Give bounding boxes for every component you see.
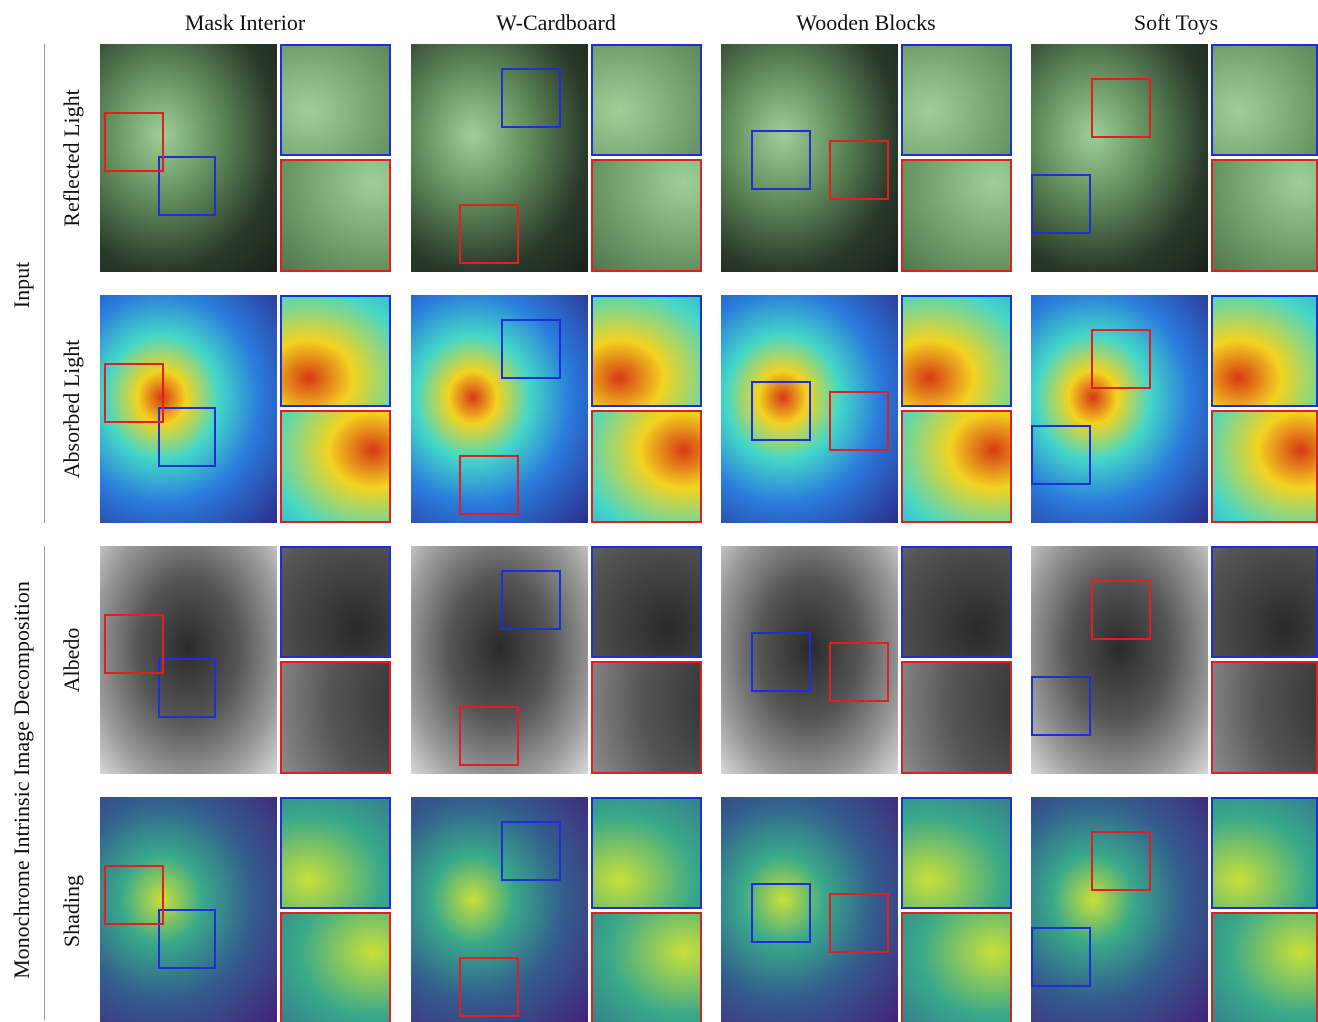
- zoom-inset: [591, 410, 702, 523]
- zoom-inset: [591, 661, 702, 774]
- zoom-box: [1091, 580, 1151, 640]
- zoom-box: [501, 68, 561, 128]
- row-label: Absorbed Light: [59, 339, 84, 479]
- zoom-inset: [280, 797, 391, 909]
- zoom-box: [1091, 831, 1151, 891]
- zoom-inset: [280, 295, 391, 407]
- zoom-inset: [591, 912, 702, 1022]
- zoom-inset: [1211, 44, 1318, 156]
- image: [721, 546, 898, 774]
- zoom-inset: [901, 912, 1012, 1022]
- zoom-box: [1091, 329, 1151, 389]
- group-label: Input: [9, 261, 34, 309]
- zoom-box: [158, 407, 216, 467]
- image: [100, 546, 277, 774]
- zoom-box: [501, 821, 561, 881]
- zoom-box: [829, 893, 889, 953]
- image: [411, 546, 588, 774]
- zoom-box: [751, 130, 811, 190]
- zoom-box: [751, 632, 811, 692]
- zoom-inset: [280, 159, 391, 272]
- column-header: Wooden Blocks: [796, 10, 936, 35]
- image: [100, 797, 277, 1022]
- zoom-box: [751, 883, 811, 943]
- zoom-inset: [591, 295, 702, 407]
- zoom-box: [1031, 425, 1091, 485]
- zoom-box: [1031, 174, 1091, 234]
- image: [1031, 797, 1208, 1022]
- column-header: Soft Toys: [1133, 10, 1219, 35]
- zoom-box: [158, 156, 216, 216]
- zoom-box: [459, 204, 519, 264]
- zoom-inset: [1211, 546, 1318, 658]
- zoom-inset: [1211, 912, 1318, 1022]
- row-label: Albedo: [59, 627, 84, 693]
- zoom-inset: [280, 912, 391, 1022]
- zoom-inset: [280, 44, 391, 156]
- zoom-box: [829, 391, 889, 451]
- image: [721, 295, 898, 523]
- zoom-inset: [1211, 159, 1318, 272]
- zoom-inset: [1211, 797, 1318, 909]
- zoom-inset: [901, 661, 1012, 774]
- image: [411, 44, 588, 272]
- image: [100, 295, 277, 523]
- zoom-box: [751, 381, 811, 441]
- zoom-box: [104, 865, 164, 925]
- image: [1031, 295, 1208, 523]
- zoom-inset: [591, 44, 702, 156]
- zoom-inset: [280, 661, 391, 774]
- image: [721, 44, 898, 272]
- zoom-inset: [901, 44, 1012, 156]
- image: [1031, 546, 1208, 774]
- zoom-inset: [901, 295, 1012, 407]
- column-header: W-Cardboard: [496, 10, 616, 35]
- zoom-box: [829, 642, 889, 702]
- zoom-inset: [280, 410, 391, 523]
- zoom-box: [501, 570, 561, 630]
- group-label: Monochrome Intrinsic Image Decomposition: [9, 581, 34, 979]
- group-line: [44, 546, 45, 1020]
- zoom-inset: [591, 546, 702, 658]
- row-label: Reflected Light: [59, 89, 84, 227]
- zoom-box: [1091, 78, 1151, 138]
- zoom-inset: [901, 159, 1012, 272]
- row-label: Shading: [59, 874, 84, 948]
- zoom-box: [829, 140, 889, 200]
- zoom-box: [459, 957, 519, 1017]
- zoom-inset: [280, 546, 391, 658]
- image: [100, 44, 277, 272]
- zoom-inset: [901, 546, 1012, 658]
- zoom-box: [104, 363, 164, 423]
- zoom-inset: [1211, 410, 1318, 523]
- zoom-box: [1031, 927, 1091, 987]
- column-header: Mask Interior: [184, 10, 306, 35]
- zoom-inset: [591, 159, 702, 272]
- zoom-box: [104, 112, 164, 172]
- image: [1031, 44, 1208, 272]
- image: [411, 797, 588, 1022]
- zoom-box: [158, 658, 216, 718]
- image: [721, 797, 898, 1022]
- zoom-box: [1031, 676, 1091, 736]
- zoom-box: [104, 614, 164, 674]
- image: [411, 295, 588, 523]
- zoom-inset: [1211, 295, 1318, 407]
- zoom-box: [501, 319, 561, 379]
- zoom-inset: [901, 797, 1012, 909]
- zoom-inset: [901, 410, 1012, 523]
- zoom-box: [459, 706, 519, 766]
- zoom-box: [158, 909, 216, 969]
- zoom-box: [459, 455, 519, 515]
- zoom-inset: [1211, 661, 1318, 774]
- group-line: [44, 44, 45, 523]
- zoom-inset: [591, 797, 702, 909]
